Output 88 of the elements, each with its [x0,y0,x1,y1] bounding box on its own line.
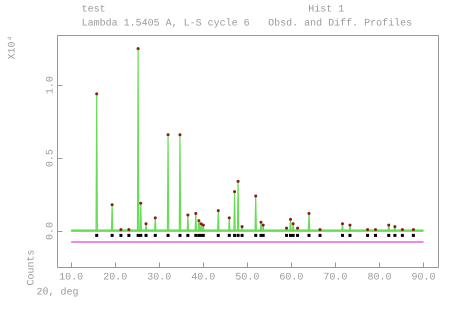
point [348,234,352,237]
point [228,216,231,220]
point [254,194,258,198]
point [144,222,148,226]
point [216,209,220,212]
point [292,234,295,237]
y-tick-label: 0.5 [46,149,56,168]
y-tick-label: 1.0 [46,76,56,94]
y-axis-title: Counts [26,249,38,286]
x-tick-label: 70.0 [323,272,348,284]
point [233,190,236,194]
point [259,220,262,224]
x-tick-label: 50.0 [235,272,260,284]
point [202,224,205,227]
point [200,222,203,226]
point [400,234,404,237]
chart-title: test [82,4,106,16]
x-axis-title: 2θ, deg [36,286,79,298]
point [136,47,140,50]
point [139,202,142,205]
x-tick-label: 10.0 [59,272,84,284]
point [233,234,236,237]
point [110,203,114,206]
point [318,234,322,237]
point [216,234,220,237]
point [127,234,130,237]
point [387,224,390,227]
point [285,234,288,237]
x-tick-label: 40.0 [191,272,216,284]
point [197,219,200,222]
point [254,234,258,237]
point [318,228,322,232]
point [166,234,170,237]
point [340,234,344,237]
point [236,180,240,183]
point [127,228,130,232]
point [154,216,157,220]
point [292,222,295,226]
x-tick-label: 80.0 [367,272,392,284]
point [374,228,378,232]
point [240,225,244,228]
text: Obsd. and Diff. Profiles [268,18,412,30]
point [119,234,122,237]
point [374,234,378,237]
point [236,234,240,237]
x-tick-label: 20.0 [103,272,128,284]
point [340,222,344,226]
point [393,234,396,237]
point [412,234,415,237]
point [119,228,122,232]
point [178,133,182,136]
point [139,234,142,237]
point [110,234,114,237]
point [95,234,98,237]
point [366,234,370,237]
point [186,213,190,216]
point [400,228,404,232]
point [366,228,370,232]
chart-subtitle: Lambda 1.5405 A, L-S cycle 6 [82,18,250,30]
point [194,234,198,237]
text: Hist 1 [308,4,344,16]
point [308,234,311,237]
y-tick-label: 0.0 [46,222,56,240]
x-tick-label: 30.0 [147,272,172,284]
point [262,234,265,237]
point [144,234,148,237]
point [262,224,265,227]
point [228,234,231,237]
point [178,234,182,237]
x-tick-label: 90.0 [412,272,436,284]
point [166,133,170,136]
text: X10⁴ [8,35,18,60]
point [194,212,198,216]
point [393,225,396,228]
point [412,228,415,232]
point [348,224,352,227]
point [285,226,288,230]
point [186,234,190,237]
point [296,234,300,237]
line-series [70,48,424,232]
point [296,226,300,230]
point [154,234,157,237]
point [387,234,390,237]
point [308,212,311,216]
point [289,218,292,221]
x-tick-label: 60.0 [279,272,304,284]
point [95,92,98,96]
point [240,234,244,237]
